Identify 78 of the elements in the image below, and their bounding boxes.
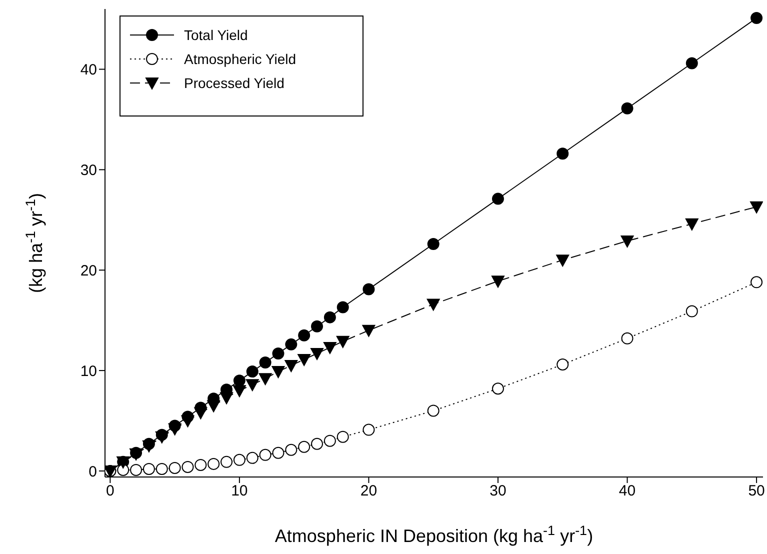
point	[336, 430, 349, 443]
x-tick-label: 50	[748, 482, 765, 500]
point	[323, 342, 336, 354]
point	[324, 434, 336, 447]
point	[427, 404, 440, 417]
point	[272, 366, 285, 378]
point	[311, 320, 324, 332]
point	[620, 235, 634, 248]
x-axis-title: Atmospheric IN Deposition (kg ha$^{-1}$ yr$^{-1}$)	[274, 522, 594, 546]
point	[258, 373, 272, 386]
point	[259, 448, 272, 461]
point	[336, 301, 349, 314]
point	[621, 332, 634, 344]
point	[556, 254, 570, 267]
point	[298, 440, 310, 453]
point	[155, 431, 168, 444]
point	[130, 464, 142, 476]
point	[686, 57, 698, 70]
y-tick-label: 10	[80, 362, 97, 380]
point	[362, 324, 376, 337]
legend-label: Processed Yield	[184, 75, 284, 91]
point	[298, 354, 311, 366]
y-tick-label: 20	[80, 262, 97, 280]
point	[142, 462, 155, 475]
point	[427, 238, 440, 250]
point	[492, 192, 504, 205]
y-tick-label: 40	[80, 62, 97, 79]
point	[246, 366, 258, 378]
point	[298, 329, 310, 342]
point	[142, 440, 156, 452]
point	[208, 458, 220, 470]
x-tick-label: 10	[231, 482, 248, 500]
x-tick-label: 30	[490, 482, 506, 500]
point	[750, 12, 763, 24]
point	[284, 360, 298, 372]
x-tick-label: 20	[360, 482, 378, 500]
point	[194, 458, 207, 471]
point	[685, 218, 698, 230]
point	[233, 454, 246, 466]
point	[168, 462, 181, 474]
point	[168, 423, 182, 436]
point	[324, 311, 336, 324]
y-tick-label: 0	[88, 463, 97, 480]
point	[156, 462, 168, 475]
point	[246, 379, 259, 392]
legend-label: Atmospheric Yield	[184, 51, 296, 67]
point	[220, 456, 233, 468]
x-tick-label: 0	[106, 482, 114, 500]
point	[272, 446, 284, 459]
point	[232, 385, 246, 398]
point	[556, 148, 569, 160]
point	[194, 407, 208, 420]
point	[233, 374, 246, 387]
point	[207, 400, 220, 412]
point	[750, 201, 763, 214]
point	[220, 392, 234, 404]
point	[621, 102, 634, 114]
point	[491, 276, 504, 288]
point	[182, 460, 194, 473]
point	[426, 298, 440, 311]
point	[750, 276, 763, 288]
point	[311, 438, 324, 450]
point	[181, 415, 194, 428]
point	[492, 382, 504, 395]
point	[556, 358, 569, 371]
point	[246, 452, 258, 464]
point	[310, 348, 324, 360]
point	[285, 338, 298, 350]
point	[362, 424, 375, 436]
point	[272, 347, 284, 360]
legend-label: Total Yield	[184, 27, 248, 43]
point	[336, 336, 350, 348]
point	[362, 283, 375, 296]
x-tick-label: 40	[618, 482, 636, 500]
point	[259, 356, 272, 369]
point	[285, 444, 298, 456]
y-tick-label: 30	[80, 162, 97, 180]
point	[686, 305, 698, 318]
